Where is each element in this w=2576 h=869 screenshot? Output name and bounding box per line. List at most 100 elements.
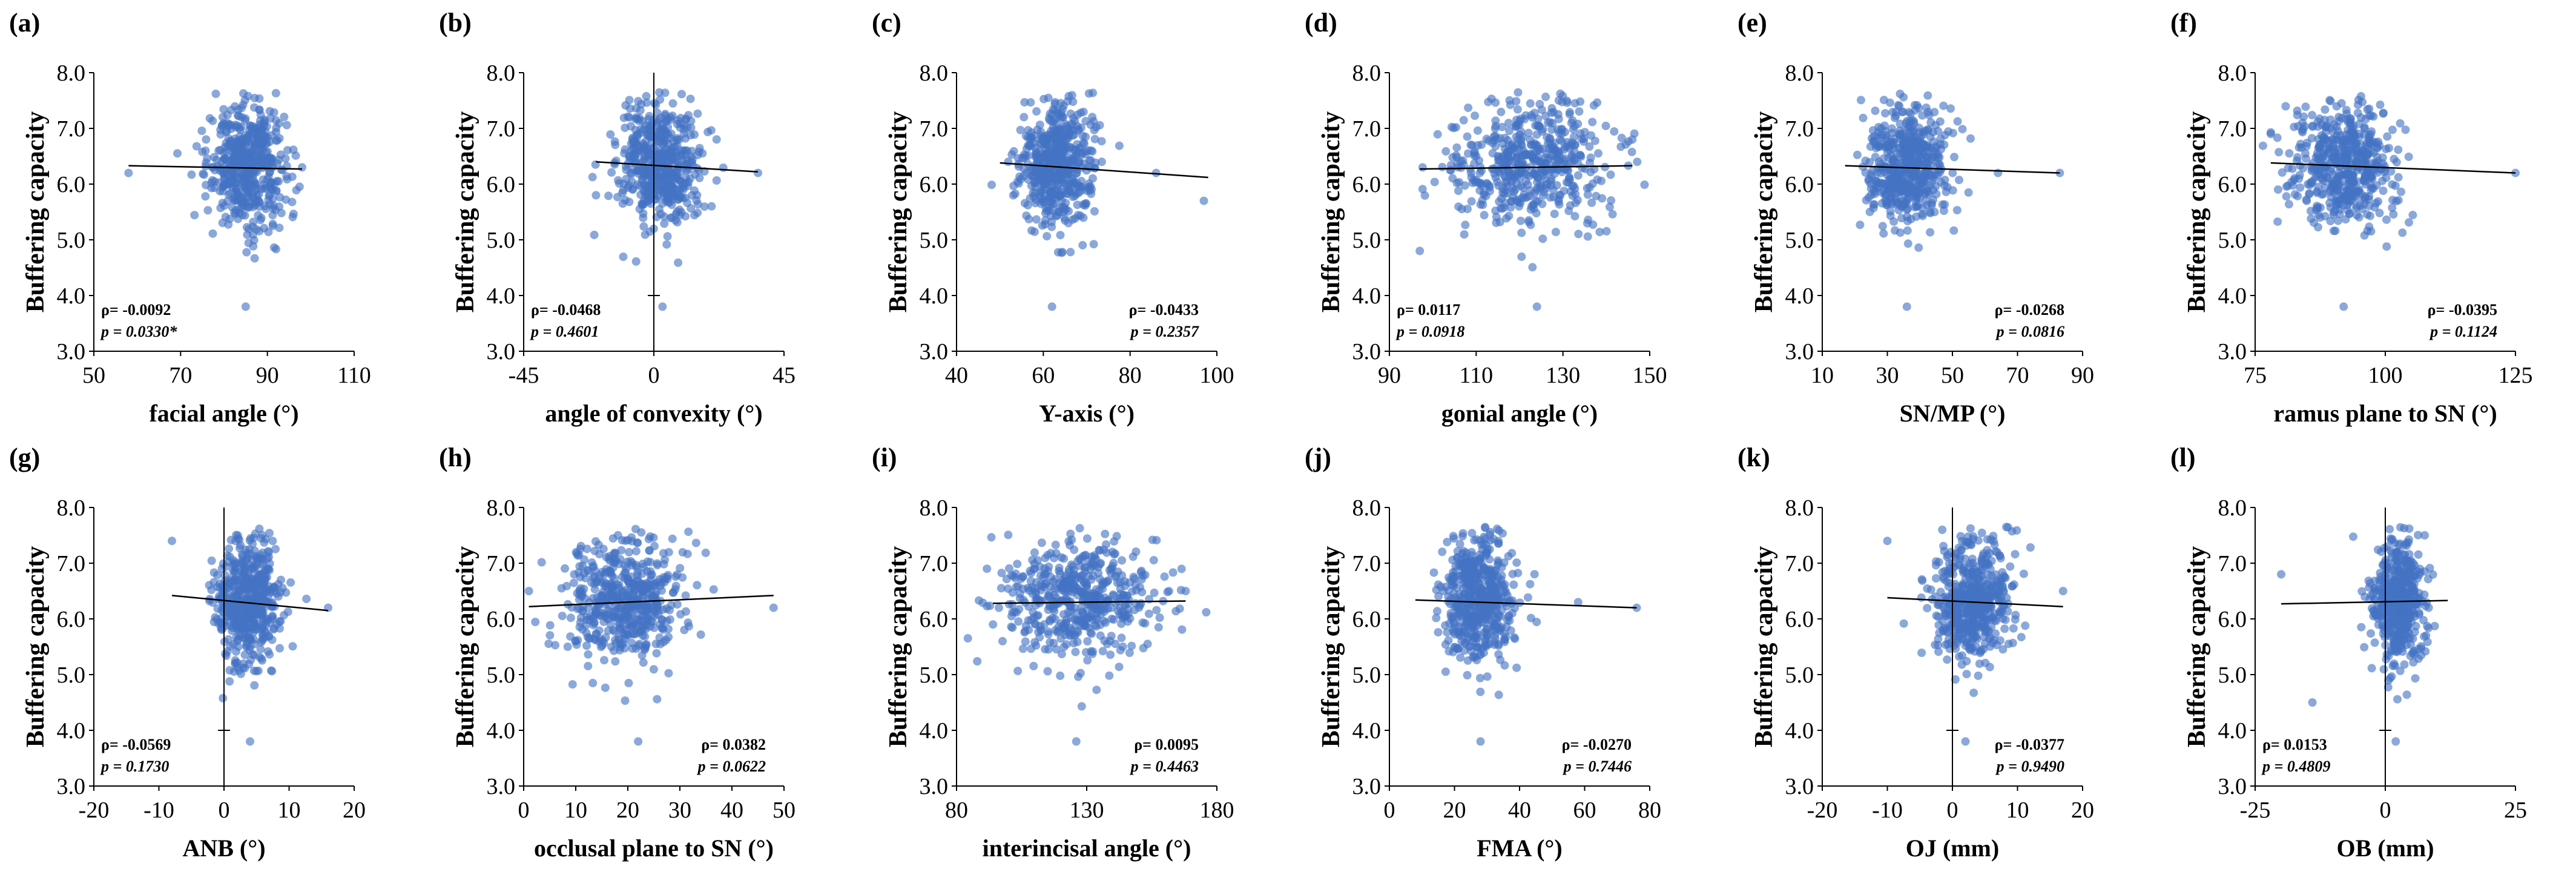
data-point [624,575,633,584]
x-axis-title: ANB (°) [182,834,265,862]
data-point [250,140,259,150]
data-point [640,644,649,653]
data-point [1434,628,1443,637]
data-point [1602,226,1611,236]
data-point [2382,145,2391,154]
rho-annotation: ρ= -0.0569 [101,736,171,753]
data-point [1939,101,1948,110]
data-point [265,529,274,538]
data-point [680,626,689,635]
data-point [613,193,622,202]
data-point [1491,207,1500,215]
data-point [168,537,176,546]
data-point [1538,127,1547,136]
data-point [2341,140,2350,149]
data-point [769,603,778,612]
data-point [610,558,619,567]
data-point [1468,178,1477,187]
data-point [2321,105,2330,114]
data-point [1871,107,1880,115]
data-point [187,170,196,179]
data-point [2258,141,2267,150]
x-tick-label: 100 [2368,363,2403,388]
data-point [1949,226,1958,235]
data-point [624,678,633,687]
data-point [1097,137,1106,146]
data-point [545,621,555,630]
data-point [260,538,269,547]
trend-line [1420,165,1633,170]
x-tick-label: 0 [518,798,530,823]
x-tick-label: 45 [772,363,796,388]
data-points [524,524,778,746]
data-point [259,175,268,184]
data-point [531,618,540,626]
data-point [1903,226,1912,235]
data-point [1152,536,1161,545]
data-point [2331,226,2340,236]
data-point [1570,99,1580,108]
data-point [1601,121,1610,130]
data-point [1569,133,1578,142]
data-point [660,212,669,221]
rho-annotation: ρ= 0.0117 [1397,301,1460,319]
data-point [280,113,289,121]
data-point [1497,107,1506,116]
x-axis-title: gonial angle (°) [1441,400,1598,427]
data-point [1062,131,1071,140]
data-point [2358,205,2367,214]
data-point [558,612,567,621]
data-point [645,111,654,121]
y-tick-label: 4.0 [57,283,86,309]
data-point [1950,153,1958,162]
data-point [614,604,623,613]
chart-panel-d: (d)Buffering capacity3.04.05.06.07.08.09… [1305,8,1667,427]
data-point [219,693,228,702]
data-point [2382,215,2391,224]
data-point [288,642,297,651]
data-point [1528,113,1537,122]
data-point [1590,136,1599,145]
data-point [1480,190,1488,199]
data-point [250,254,259,263]
data-point [1055,566,1064,575]
data-point [1075,524,1084,533]
data-point [1507,197,1516,205]
data-point [1033,152,1042,161]
p-value-annotation: p = 0.0816 [1995,323,2064,340]
data-point [2388,125,2397,134]
x-tick-label: -45 [509,363,539,388]
data-point [1056,671,1065,680]
x-tick-label: 150 [1633,363,1667,388]
y-tick-label: 5.0 [1352,228,1382,253]
data-point [607,168,616,177]
data-point [1087,629,1096,638]
data-point [1583,232,1592,241]
data-point [2266,130,2275,139]
data-point [658,616,667,625]
y-tick-label: 8.0 [920,495,949,521]
data-point [544,639,553,649]
data-point [246,737,254,746]
data-point [1181,587,1190,595]
data-point [282,588,291,597]
y-tick-label: 5.0 [1785,228,1814,253]
data-point [231,659,240,668]
data-point [2341,147,2350,156]
data-point [1865,157,1874,167]
x-tick-label: 130 [1070,798,1104,823]
data-point [2405,218,2413,227]
data-point [255,94,264,103]
data-point [1552,181,1561,190]
data-point [1089,240,1098,249]
data-point [700,202,709,211]
data-point [208,229,217,238]
data-point [173,149,182,158]
data-point [1929,195,1937,204]
data-point [995,603,1003,612]
data-point [2326,124,2335,133]
data-point [1573,171,1583,180]
data-point [619,638,628,647]
y-tick-label: 7.0 [920,116,949,142]
data-point [707,202,716,211]
